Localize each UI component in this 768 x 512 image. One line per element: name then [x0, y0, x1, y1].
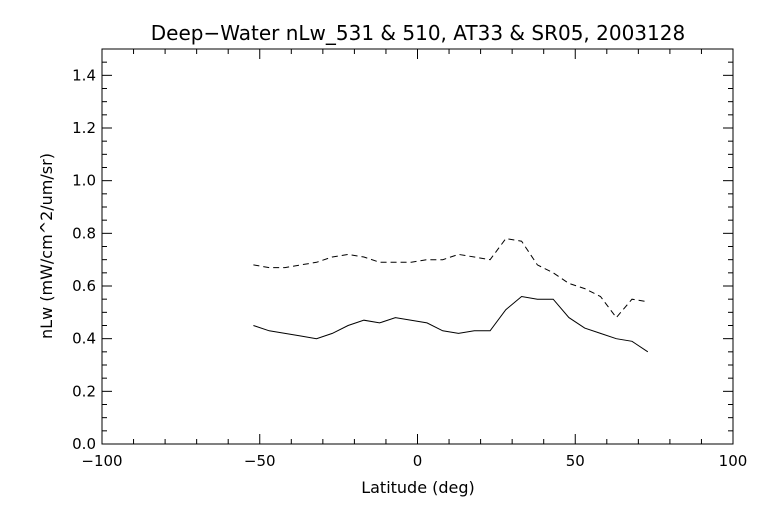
- x-tick-label: −100: [81, 452, 122, 470]
- plot-frame: [101, 48, 734, 445]
- dashed-series-line: [253, 238, 648, 319]
- y-tick-label: 0.8: [72, 224, 96, 242]
- x-tick-label: 100: [719, 452, 748, 470]
- chart-title: Deep−Water nLw_531 & 510, AT33 & SR05, 2…: [151, 21, 685, 45]
- data-series: [253, 238, 649, 353]
- y-tick-label: 1.0: [72, 172, 96, 190]
- axis-ticks: [101, 48, 734, 445]
- y-tick-label: 0.6: [72, 277, 96, 295]
- solid-series-line: [253, 295, 649, 353]
- y-tick-label: 0.0: [72, 435, 96, 453]
- y-tick-label: 0.4: [72, 330, 96, 348]
- x-tick-label: 50: [566, 452, 585, 470]
- y-tick-label: 1.4: [72, 66, 96, 84]
- y-tick-label: 0.2: [72, 382, 96, 400]
- axis-tick-labels: −100 −50 0 50 100 0.0 0.2 0.4 0.6 0.8 1.0 1.2 1.4: [72, 66, 747, 470]
- y-axis-label: nLw (mW/cm^2/um/sr): [37, 153, 56, 339]
- x-tick-label: −50: [244, 452, 276, 470]
- x-tick-label: 0: [413, 452, 423, 470]
- x-axis-label: Latitude (deg): [361, 478, 475, 497]
- y-tick-label: 1.2: [72, 119, 96, 137]
